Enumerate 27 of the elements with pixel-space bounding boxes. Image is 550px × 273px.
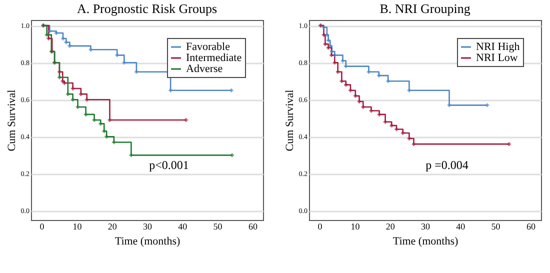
legend-label: Favorable [186,41,230,53]
x-tick-label: 50 [491,222,501,232]
legend-label: Adverse [186,63,223,75]
legend-label: Intermediate [186,52,242,64]
x-tick-label: 40 [178,222,188,232]
x-tick-label: 60 [248,222,258,232]
annotation: p<0.001 [149,158,189,172]
x-tick-label: 20 [386,222,396,232]
legend-label: NRI High [476,41,520,53]
legend-label: NRI Low [476,52,518,64]
x-tick-label: 60 [526,222,536,232]
x-tick-label: 50 [213,222,223,232]
x-tick-label: 30 [421,222,430,232]
x-axis-title: Time (months) [392,236,458,248]
x-tick-label: 0 [318,222,323,232]
y-axis-title: Cum Survival [284,90,296,152]
x-axis-title: Time (months) [114,236,180,248]
x-tick-label: 0 [40,222,45,232]
x-tick-label: 20 [108,222,118,232]
chart-title: A. Prognostic Risk Groups [76,1,218,16]
x-tick-label: 10 [72,222,82,232]
x-tick-label: 40 [456,222,466,232]
annotation: p =0.004 [426,158,468,172]
x-tick-label: 10 [350,222,360,232]
chart-title: B. NRI Grouping [380,1,471,16]
x-tick-label: 30 [143,222,152,232]
y-axis-title: Cum Survival [6,90,18,152]
